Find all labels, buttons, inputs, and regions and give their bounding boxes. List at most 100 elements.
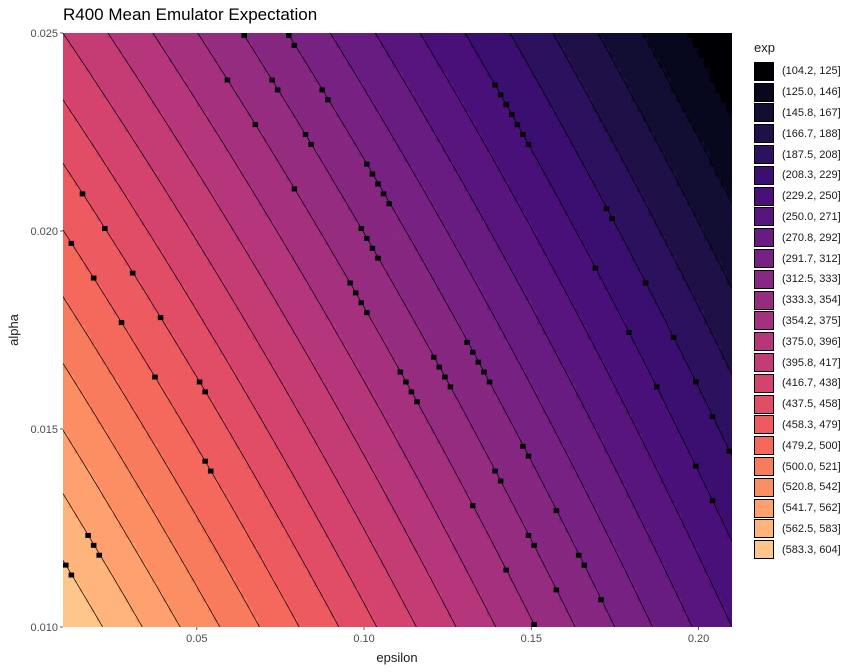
contour-cell bbox=[168, 468, 176, 475]
contour-cell bbox=[90, 33, 98, 39]
contour-cell bbox=[191, 354, 198, 361]
contour-cell bbox=[207, 473, 215, 480]
contour-cell bbox=[168, 196, 176, 202]
contour-cell bbox=[258, 52, 265, 59]
contour-cell bbox=[113, 523, 120, 529]
contour-cell bbox=[196, 404, 203, 410]
contour-cell bbox=[85, 433, 92, 440]
contour-cell bbox=[107, 325, 114, 331]
contour-cell bbox=[274, 201, 282, 207]
contour-cell bbox=[107, 275, 114, 282]
contour-cell bbox=[113, 567, 120, 574]
contour-cell bbox=[263, 592, 270, 598]
contour-cell bbox=[196, 374, 203, 381]
contour-cell bbox=[152, 320, 159, 326]
contour-cell bbox=[185, 280, 192, 287]
contour-cell bbox=[152, 87, 159, 93]
contour-cell bbox=[202, 67, 209, 74]
contour-cell bbox=[185, 602, 192, 608]
contour-cell bbox=[258, 518, 265, 524]
contour-cell bbox=[152, 201, 159, 207]
contour-cell bbox=[202, 151, 209, 158]
contour-cell bbox=[258, 419, 265, 425]
contour-cell bbox=[235, 325, 242, 331]
contour-cell bbox=[63, 612, 70, 618]
contour-cell bbox=[291, 97, 298, 103]
contour-cell bbox=[191, 290, 198, 296]
contour-cell bbox=[207, 211, 215, 217]
contour-cell bbox=[196, 37, 203, 44]
contour-cell bbox=[96, 97, 103, 103]
contour-cell bbox=[219, 206, 226, 212]
contour-cell bbox=[258, 300, 265, 306]
contour-cell bbox=[74, 87, 81, 93]
contour-cell bbox=[196, 231, 203, 237]
contour-cell bbox=[280, 265, 287, 272]
contour-cell bbox=[129, 231, 137, 237]
contour-cell bbox=[79, 181, 86, 188]
contour-cell bbox=[168, 245, 176, 252]
contour-cell bbox=[196, 265, 203, 272]
contour-cell bbox=[107, 240, 114, 247]
contour-cell bbox=[180, 424, 187, 430]
contour-cell bbox=[141, 369, 148, 376]
contour-cell bbox=[258, 607, 265, 613]
contour-cell bbox=[168, 156, 176, 163]
contour-cell bbox=[118, 607, 125, 613]
contour-cell bbox=[124, 557, 131, 564]
contour-cell bbox=[174, 151, 181, 158]
contour-cell bbox=[152, 42, 159, 49]
contour-cell bbox=[79, 305, 86, 311]
contour-cell bbox=[230, 320, 237, 326]
contour-cell bbox=[174, 607, 181, 613]
contour-cell bbox=[274, 483, 282, 489]
contour-cell bbox=[157, 136, 164, 143]
contour-cell bbox=[124, 245, 131, 252]
contour-cell bbox=[168, 136, 176, 143]
contour-cell bbox=[118, 295, 125, 301]
contour-cell bbox=[118, 146, 125, 153]
contour-cell bbox=[152, 176, 159, 183]
contour-cell bbox=[258, 122, 265, 128]
contour-cell bbox=[185, 468, 192, 475]
contour-cell bbox=[180, 107, 187, 113]
contour-cell bbox=[63, 488, 70, 494]
contour-cell bbox=[286, 528, 293, 534]
contour-cell bbox=[263, 42, 270, 49]
contour-cell bbox=[174, 275, 181, 282]
contour-cell bbox=[129, 305, 137, 311]
contour-cell bbox=[90, 334, 98, 341]
contour-cell bbox=[124, 112, 131, 118]
contour-cell bbox=[252, 532, 259, 539]
contour-cell bbox=[79, 141, 86, 148]
contour-cell bbox=[191, 567, 198, 574]
contour-cell bbox=[258, 597, 265, 603]
contour-cell bbox=[224, 557, 231, 564]
contour-cell bbox=[235, 567, 242, 574]
contour-cell bbox=[241, 607, 248, 613]
contour-cell bbox=[79, 42, 86, 49]
contour-cell bbox=[230, 260, 237, 267]
contour-cell bbox=[74, 315, 81, 321]
contour-cell bbox=[241, 186, 248, 192]
contour-cell bbox=[280, 567, 287, 574]
contour-cell bbox=[68, 330, 75, 336]
contour-cell bbox=[263, 166, 270, 173]
contour-cell bbox=[235, 211, 242, 217]
contour-cell bbox=[230, 443, 237, 450]
contour-cell bbox=[224, 315, 231, 321]
contour-cell bbox=[286, 146, 293, 153]
contour-cell bbox=[241, 468, 248, 475]
contour-cell bbox=[230, 359, 237, 366]
contour-cell bbox=[241, 409, 248, 415]
contour-cell bbox=[96, 211, 103, 217]
contour-cell bbox=[213, 275, 220, 282]
contour-cell bbox=[157, 344, 164, 351]
contour-cell bbox=[241, 42, 248, 49]
contour-cell bbox=[74, 260, 81, 267]
contour-cell bbox=[63, 305, 70, 311]
contour-cell bbox=[219, 488, 226, 494]
contour-cell bbox=[252, 334, 259, 341]
contour-cell bbox=[207, 42, 215, 49]
contour-cell bbox=[174, 448, 181, 455]
